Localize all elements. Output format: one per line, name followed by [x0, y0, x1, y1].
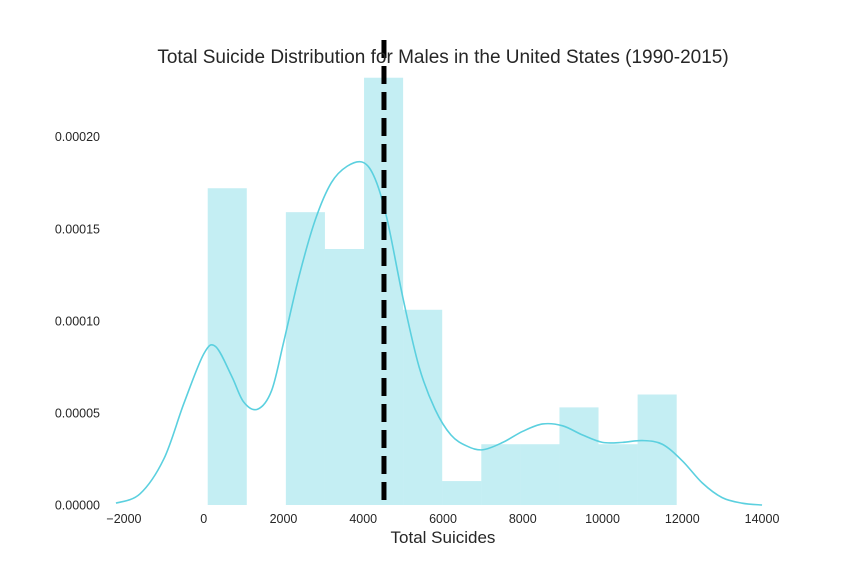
y-tick-label: 0.00010 [55, 314, 100, 328]
x-tick-label: −2000 [106, 512, 141, 526]
x-axis-ticks: −2000 0 2000 4000 6000 8000 10000 12000 14000 [106, 512, 779, 526]
x-tick-label: 14000 [745, 512, 780, 526]
x-tick-label: 2000 [270, 512, 298, 526]
histogram-bar-5 [403, 309, 443, 505]
kde-curve [115, 160, 763, 506]
histogram-bar-3 [324, 249, 365, 505]
y-tick-label: 0.00000 [55, 499, 100, 513]
chart-title: Total Suicide Distribution for Males in … [157, 47, 728, 68]
histogram-bar-6 [442, 481, 482, 505]
y-axis-ticks: 0.00000 0.00005 0.00010 0.00015 0.00020 [55, 130, 100, 512]
histogram-bar-7 [481, 444, 521, 505]
histogram-bar-8 [520, 444, 560, 505]
y-tick-label: 0.00020 [55, 130, 100, 144]
x-axis-label: Total Suicides [391, 528, 496, 547]
y-tick-label: 0.00005 [55, 406, 100, 420]
kde-curve-layer [115, 160, 763, 506]
x-tick-label: 8000 [509, 512, 537, 526]
histogram-bar-10 [598, 444, 638, 505]
x-tick-label: 6000 [429, 512, 457, 526]
x-tick-label: 4000 [349, 512, 377, 526]
histogram-bar-2 [285, 212, 325, 506]
histogram-bar-9 [559, 407, 599, 505]
x-tick-label: 0 [200, 512, 207, 526]
histogram-bars [207, 77, 677, 506]
y-tick-label: 0.00015 [55, 222, 100, 236]
x-tick-label: 10000 [585, 512, 620, 526]
x-tick-label: 12000 [665, 512, 700, 526]
histogram-bar-0 [207, 188, 247, 505]
